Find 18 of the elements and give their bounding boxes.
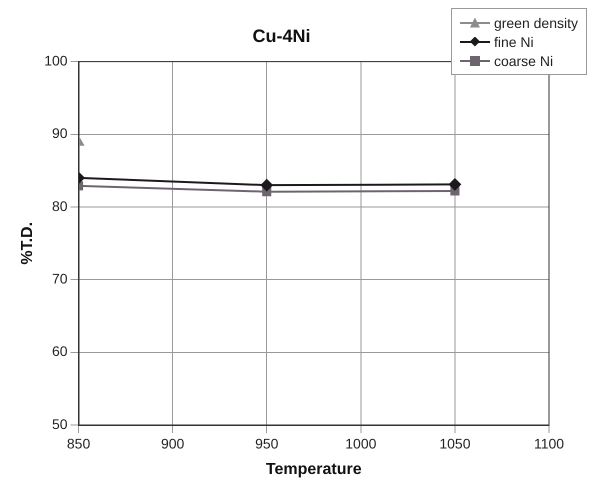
legend-label: fine Ni (494, 34, 534, 50)
x-tick-label: 1100 (534, 435, 564, 452)
x-tick-label: 850 (66, 435, 90, 452)
x-axis-title: Temperature (266, 460, 362, 478)
y-tick-label: 50 (52, 416, 68, 432)
y-axis-title: %T.D. (19, 222, 36, 265)
y-tick-label: 60 (52, 343, 68, 360)
x-tick-label: 900 (160, 435, 185, 452)
y-tick-label: 90 (52, 125, 68, 142)
y-tick-label: 70 (52, 270, 68, 286)
y-tick-label: 100 (44, 52, 68, 68)
y-tick-label: 80 (52, 198, 68, 214)
legend-label: green density (494, 14, 578, 30)
chart-title: Cu-4Ni (252, 26, 310, 46)
x-tick-label: 1050 (439, 435, 471, 452)
x-tick-label: 950 (255, 435, 279, 452)
x-tick-label: 1000 (345, 435, 377, 452)
legend-label: coarse Ni (494, 52, 554, 68)
